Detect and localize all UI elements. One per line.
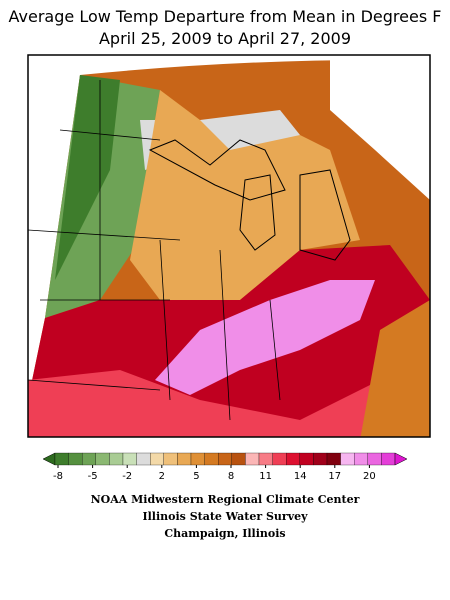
title-line: April 25, 2009 to April 27, 2009 [99, 29, 351, 48]
legend-swatch [109, 452, 124, 466]
footer-line: Champaign, Illinois [164, 527, 285, 540]
legend-swatch [340, 452, 355, 466]
legend-swatch [381, 452, 396, 466]
legend-tick-label: 17 [328, 471, 341, 482]
legend-arrow [42, 452, 56, 466]
legend-tick-label: -8 [53, 471, 63, 482]
legend-swatch [231, 452, 246, 466]
legend-swatch [150, 452, 164, 466]
legend-tick-label: 20 [363, 471, 376, 482]
legend-swatch [95, 452, 110, 466]
legend-swatch [286, 452, 300, 466]
title-line: Average Low Temp Departure from Mean in … [9, 7, 442, 26]
legend-arrow [394, 452, 408, 466]
legend-swatch [177, 452, 192, 466]
legend-tick-label: 8 [228, 471, 234, 482]
legend-swatch [218, 452, 232, 466]
legend-tick-label: -5 [88, 471, 98, 482]
legend-swatch [163, 452, 178, 466]
legend-swatch [326, 452, 341, 466]
footer-line: Illinois State Water Survey [142, 510, 308, 523]
map [27, 54, 431, 438]
legend-swatch [367, 452, 382, 466]
legend-swatch [313, 452, 328, 466]
legend-tick-label: 14 [294, 471, 307, 482]
legend-tick-label: 11 [259, 471, 272, 482]
legend-swatch [82, 452, 96, 466]
legend-swatch [136, 452, 151, 466]
legend-tick-label: 5 [193, 471, 199, 482]
legend-swatch [204, 452, 219, 466]
legend-swatch [272, 452, 287, 466]
footer-line: NOAA Midwestern Regional Climate Center [91, 493, 360, 506]
legend-swatch [190, 452, 205, 466]
legend-swatch [258, 452, 273, 466]
legend-swatch [68, 452, 83, 466]
legend-swatch [245, 452, 260, 466]
legend-swatch [354, 452, 368, 466]
legend: -8 -5 -2 2 5 8 11 14 17 20 [42, 452, 408, 482]
legend-swatch [122, 452, 137, 466]
legend-tick-label: 2 [159, 471, 165, 482]
legend-swatch [299, 452, 314, 466]
legend-swatch [54, 452, 69, 466]
legend-tick-label: -2 [122, 471, 132, 482]
